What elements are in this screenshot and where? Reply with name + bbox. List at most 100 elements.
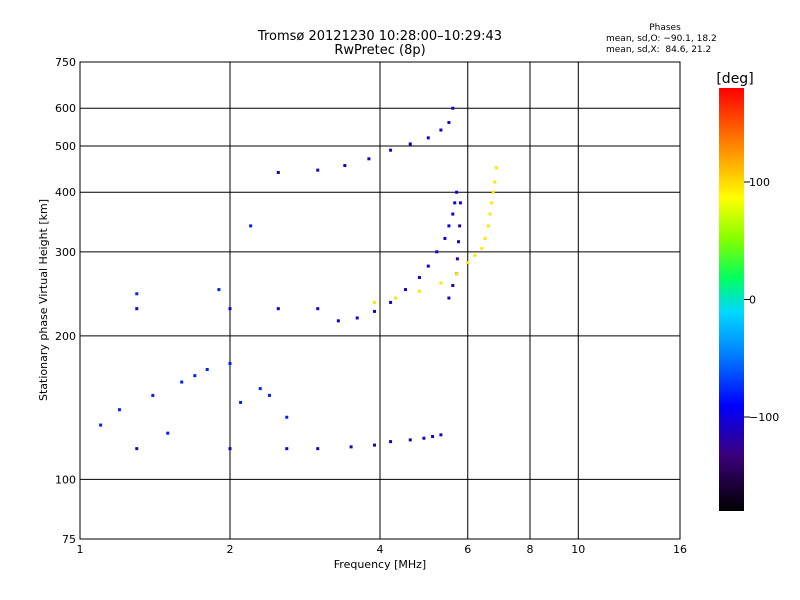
data-point bbox=[451, 283, 455, 287]
data-point bbox=[267, 393, 271, 397]
data-point bbox=[447, 296, 451, 300]
data-point bbox=[367, 157, 371, 161]
data-point bbox=[316, 447, 320, 451]
data-point bbox=[426, 264, 430, 268]
data-point bbox=[135, 292, 139, 296]
x-tick-label: 8 bbox=[527, 543, 534, 556]
legend-heading: Phases bbox=[649, 23, 681, 33]
data-point bbox=[205, 367, 209, 371]
y-axis: 75 100 200 300 400 500 600 750 bbox=[55, 56, 76, 546]
data-point bbox=[426, 136, 430, 140]
data-point bbox=[316, 168, 320, 172]
y-tick-label: 100 bbox=[55, 473, 76, 486]
data-point bbox=[443, 236, 447, 240]
data-point bbox=[99, 423, 103, 427]
data-point bbox=[258, 387, 262, 391]
data-point bbox=[447, 121, 451, 125]
data-point bbox=[117, 408, 121, 412]
data-point bbox=[239, 400, 243, 404]
data-point bbox=[493, 180, 497, 184]
data-point bbox=[491, 190, 495, 194]
y-tick-label: 400 bbox=[55, 186, 76, 199]
data-point bbox=[480, 246, 484, 250]
data-point bbox=[389, 440, 393, 444]
x-tick-label: 16 bbox=[673, 543, 687, 556]
data-point bbox=[166, 431, 170, 435]
data-point bbox=[403, 288, 407, 292]
data-point bbox=[193, 374, 197, 378]
legend-o-stats: mean, sd,O: −90.1, 18.2 bbox=[606, 34, 717, 44]
data-point bbox=[343, 164, 347, 168]
colorbar-tick-label: −100 bbox=[749, 411, 779, 424]
data-point bbox=[228, 361, 232, 365]
data-point bbox=[394, 296, 398, 300]
data-point bbox=[417, 276, 421, 280]
chart-title: Tromsø 20121230 10:28:00–10:29:43 bbox=[257, 29, 502, 44]
colorbar-ticks: −100 0 100 bbox=[744, 176, 779, 424]
data-point bbox=[228, 447, 232, 451]
data-point bbox=[458, 201, 462, 205]
data-point bbox=[422, 436, 426, 440]
data-point bbox=[389, 148, 393, 152]
data-point bbox=[373, 309, 377, 313]
data-point bbox=[408, 142, 412, 146]
y-tick-label: 500 bbox=[55, 140, 76, 153]
data-point bbox=[336, 319, 340, 323]
data-point bbox=[453, 201, 457, 205]
data-point bbox=[455, 190, 459, 194]
data-point bbox=[276, 307, 280, 311]
chart-subtitle: RwPretec (8p) bbox=[334, 43, 425, 58]
y-tick-label: 300 bbox=[55, 246, 76, 259]
data-point bbox=[435, 250, 439, 254]
y-tick-label: 600 bbox=[55, 102, 76, 115]
y-axis-label: Stationary phase Virtual Height [km] bbox=[37, 199, 50, 401]
data-point bbox=[494, 166, 498, 170]
x-axis: 1 2 4 6 8 10 16 bbox=[77, 543, 688, 556]
data-point bbox=[285, 415, 289, 419]
data-point bbox=[276, 170, 280, 174]
grid-lines bbox=[80, 62, 680, 539]
colorbar bbox=[719, 88, 744, 511]
colorbar-tick-label: 100 bbox=[749, 176, 770, 189]
data-point bbox=[389, 300, 393, 304]
data-point bbox=[180, 380, 184, 384]
x-tick-label: 1 bbox=[77, 543, 84, 556]
data-point bbox=[373, 300, 377, 304]
plot-frame bbox=[79, 61, 681, 540]
colorbar-label: [deg] bbox=[716, 71, 753, 87]
data-point bbox=[135, 307, 139, 311]
data-point bbox=[488, 212, 492, 216]
data-point bbox=[249, 224, 253, 228]
data-point bbox=[439, 281, 443, 285]
data-point bbox=[473, 253, 477, 257]
data-point bbox=[217, 288, 221, 292]
y-tick-label: 750 bbox=[55, 56, 76, 69]
legend-x-stats: mean, sd,X: 84.6, 21.2 bbox=[606, 45, 711, 55]
data-point bbox=[135, 447, 139, 451]
data-point bbox=[408, 438, 412, 442]
data-point bbox=[490, 201, 494, 205]
data-point bbox=[486, 224, 490, 228]
data-point bbox=[431, 435, 435, 439]
data-points bbox=[99, 106, 498, 451]
x-tick-label: 10 bbox=[571, 543, 585, 556]
data-point bbox=[439, 128, 443, 132]
y-tick-label: 75 bbox=[62, 533, 76, 546]
data-point bbox=[439, 433, 443, 437]
data-point bbox=[455, 257, 459, 261]
data-point bbox=[455, 272, 459, 276]
data-point bbox=[355, 316, 359, 320]
data-point bbox=[316, 307, 320, 311]
data-point bbox=[451, 106, 455, 110]
x-tick-label: 2 bbox=[227, 543, 234, 556]
data-point bbox=[451, 212, 455, 216]
data-point bbox=[447, 224, 451, 228]
data-point bbox=[349, 445, 353, 449]
colorbar-tick-label: 0 bbox=[749, 294, 756, 307]
x-tick-label: 4 bbox=[377, 543, 384, 556]
data-point bbox=[228, 307, 232, 311]
x-tick-label: 6 bbox=[464, 543, 471, 556]
data-point bbox=[466, 260, 470, 264]
data-point bbox=[458, 224, 462, 228]
